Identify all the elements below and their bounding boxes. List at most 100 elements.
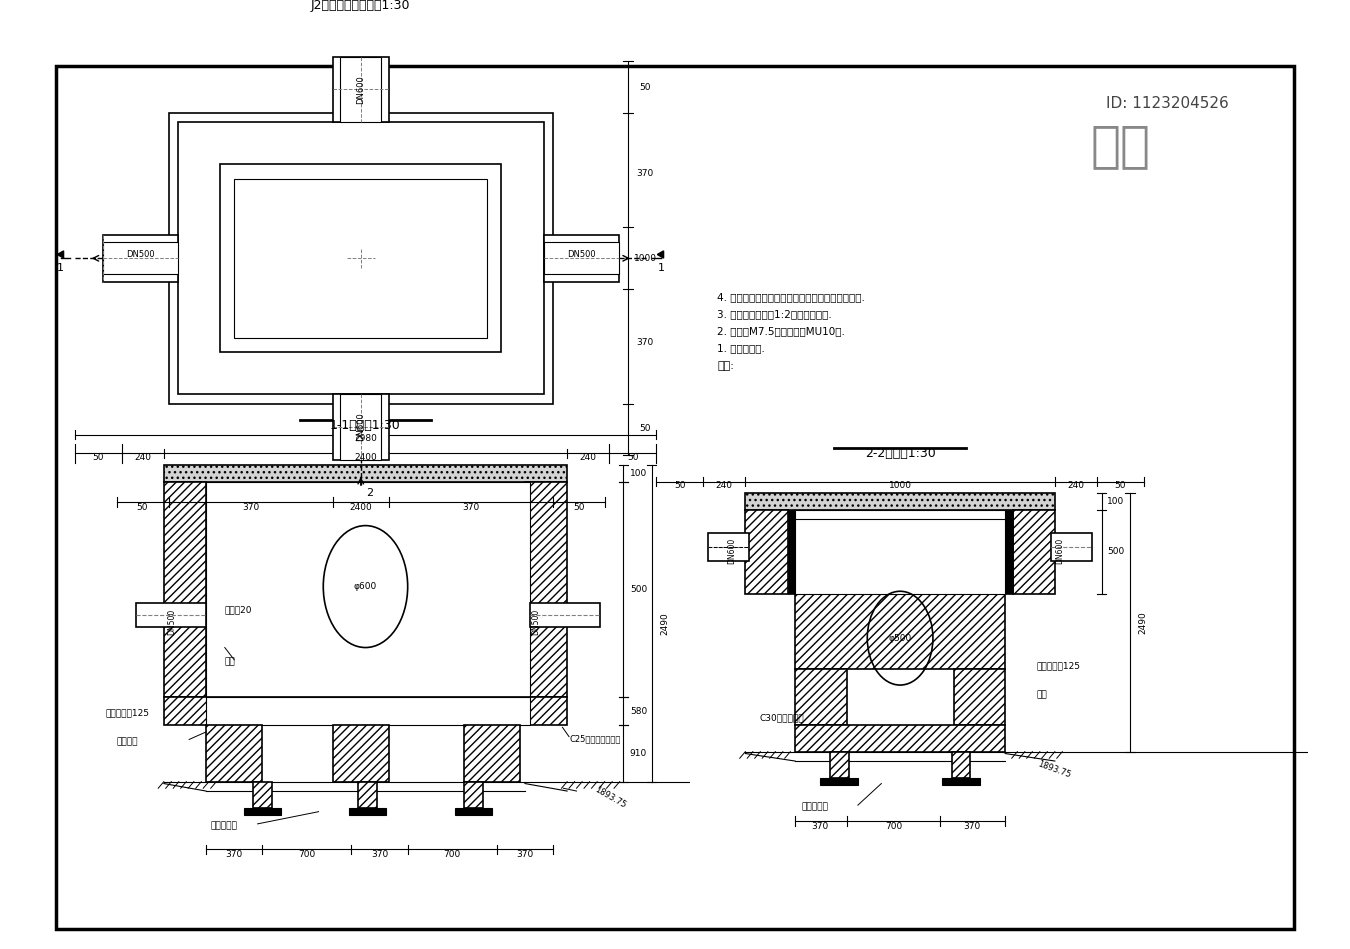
Text: 4. 接入支管砌砖部分用级配砂石，混凝土或碎煤夹.: 4. 接入支管砌砖部分用级配砂石，混凝土或碎煤夹. [717,292,865,302]
Text: 2400: 2400 [350,503,373,512]
Text: 2400: 2400 [354,453,377,461]
Text: 1893.75: 1893.75 [1035,759,1072,779]
Text: 370: 370 [811,822,829,831]
Bar [787,510,795,594]
Bar [207,481,216,698]
Bar [1052,533,1092,561]
Text: 50: 50 [640,84,651,92]
Text: 抹面厚20: 抹面厚20 [225,605,252,615]
Bar [220,164,501,352]
Bar [163,465,567,481]
Bar [795,594,1006,669]
Bar [234,178,487,338]
Text: 2: 2 [367,488,374,498]
Bar [103,242,178,274]
Text: 370: 370 [516,850,533,860]
Text: 370: 370 [225,850,243,860]
Text: 说明:: 说明: [717,362,734,371]
Bar [103,234,178,282]
Bar [455,808,493,815]
Text: 1-1剖面图1:30: 1-1剖面图1:30 [331,419,401,432]
Text: 2980: 2980 [354,434,377,443]
Text: DN600: DN600 [1056,538,1064,564]
Text: 370: 370 [636,169,653,178]
Text: 370: 370 [964,822,981,831]
Text: 580: 580 [630,707,647,716]
Text: 2. 井墙砌M7.5水泥沙浆砌MU10砖.: 2. 井墙砌M7.5水泥沙浆砌MU10砖. [717,326,845,336]
Bar [136,604,207,627]
Text: 1000: 1000 [888,481,911,490]
Text: 100: 100 [1107,496,1125,506]
Bar [544,234,618,282]
Bar [821,778,857,786]
Text: 1893.75: 1893.75 [594,785,628,810]
Text: 500: 500 [1107,548,1125,556]
Bar [332,394,389,460]
Bar [795,510,1006,594]
Bar [707,533,749,561]
Bar [243,808,281,815]
Text: 2490: 2490 [660,612,670,635]
Text: 发碳券券高125: 发碳券券高125 [1035,661,1080,671]
Bar [207,725,262,782]
Text: ID: 1123204526: ID: 1123204526 [1106,96,1228,111]
Bar [252,782,271,808]
Text: 1: 1 [657,263,664,272]
Text: 100: 100 [630,469,647,477]
Text: 井盖及支座: 井盖及支座 [211,821,238,830]
Text: 700: 700 [884,822,902,831]
Text: 240: 240 [579,453,597,461]
Text: 50: 50 [92,453,104,461]
Text: 50: 50 [674,481,686,490]
Text: 3. 抹面、勾缝均用1:2防水水泥砂浆.: 3. 抹面、勾缝均用1:2防水水泥砂浆. [717,309,832,319]
Text: 700: 700 [443,850,460,860]
Bar [952,752,971,778]
Text: φ600: φ600 [354,582,377,591]
Text: φ500: φ500 [888,634,911,642]
Bar [340,57,382,122]
Text: DN500: DN500 [567,250,595,259]
Bar [529,604,599,627]
Bar [942,778,980,786]
Text: 50: 50 [640,424,651,434]
Text: 知末: 知末 [1091,121,1150,170]
Text: 50: 50 [574,503,585,512]
Text: 2490: 2490 [1138,611,1148,634]
Text: DN600: DN600 [356,75,366,103]
Text: 240: 240 [1066,481,1084,490]
Text: 底浆: 底浆 [1035,690,1046,698]
Bar [953,669,1006,725]
Text: DN600: DN600 [726,538,736,564]
Text: J2雨污交汇井平面图1:30: J2雨污交汇井平面图1:30 [310,0,410,11]
Text: 勾缝: 勾缝 [225,657,235,666]
Bar [745,493,1054,510]
Bar [207,698,529,725]
Text: 50: 50 [626,453,639,461]
Bar [178,122,544,394]
Bar [169,113,554,403]
Text: C30混凝土井圈: C30混凝土井圈 [760,714,805,722]
Text: 240: 240 [716,481,732,490]
Bar [1006,510,1012,594]
Text: 发碳券券高125: 发碳券券高125 [105,709,150,717]
Text: 700: 700 [298,850,315,860]
Text: 370: 370 [462,503,479,512]
Text: DN600: DN600 [356,413,366,441]
Bar [332,57,389,122]
Text: 1. 单位：毫米.: 1. 单位：毫米. [717,343,765,353]
Text: 50: 50 [136,503,148,512]
Text: 2-2剖面图1:30: 2-2剖面图1:30 [865,447,936,460]
Text: 910: 910 [630,749,647,758]
Text: 240: 240 [135,453,151,461]
Text: 370: 370 [371,850,389,860]
Bar [358,782,377,808]
Text: DN500: DN500 [167,609,176,635]
Bar [163,698,567,725]
Text: 1000: 1000 [633,253,656,263]
Bar [520,481,525,698]
Text: 1: 1 [57,263,65,272]
Bar [795,669,846,725]
Text: 50: 50 [1115,481,1126,490]
Text: 抹三角灰: 抹三角灰 [117,736,139,746]
Bar [745,510,787,594]
